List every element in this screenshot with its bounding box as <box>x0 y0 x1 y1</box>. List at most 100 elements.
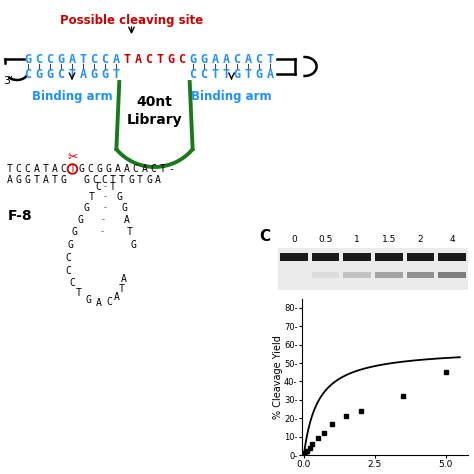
Text: C: C <box>201 67 208 81</box>
Text: A: A <box>52 164 57 174</box>
Text: T: T <box>68 67 75 81</box>
Text: G: G <box>25 175 30 185</box>
Text: ✂: ✂ <box>67 151 78 164</box>
Bar <box>375 272 403 278</box>
Text: .: . <box>85 172 87 177</box>
Text: -: - <box>104 192 107 201</box>
Text: A: A <box>96 298 102 308</box>
Text: T: T <box>110 175 116 185</box>
Text: .: . <box>130 172 132 177</box>
Text: A: A <box>155 175 161 185</box>
Text: C: C <box>146 53 153 65</box>
Text: G: G <box>36 67 43 81</box>
Text: .: . <box>18 172 19 177</box>
Text: G: G <box>233 67 241 81</box>
Bar <box>312 272 339 278</box>
Text: G: G <box>106 164 111 174</box>
Text: G: G <box>255 67 263 81</box>
Text: .: . <box>103 172 105 177</box>
Text: C: C <box>101 53 109 65</box>
Text: G: G <box>85 295 91 305</box>
Text: A: A <box>266 67 273 81</box>
Text: G: G <box>77 215 83 225</box>
Text: -: - <box>169 164 174 174</box>
Text: .: . <box>121 172 123 177</box>
Text: G: G <box>83 203 89 213</box>
Text: G: G <box>79 164 84 174</box>
Text: G: G <box>130 240 136 250</box>
Bar <box>343 272 371 278</box>
Text: T: T <box>160 164 165 174</box>
Text: T: T <box>52 175 57 185</box>
Text: C: C <box>65 266 71 276</box>
Text: T: T <box>76 288 82 298</box>
Text: T: T <box>70 164 75 174</box>
Bar <box>407 272 434 278</box>
Text: G: G <box>71 227 77 237</box>
Text: 1.5: 1.5 <box>382 235 396 244</box>
Text: A: A <box>142 164 147 174</box>
Bar <box>280 253 308 261</box>
Text: C: C <box>106 297 112 307</box>
Text: .: . <box>139 172 141 177</box>
Text: T: T <box>110 182 116 192</box>
Text: C: C <box>65 253 71 263</box>
Text: G: G <box>167 53 174 65</box>
Bar <box>438 272 466 278</box>
Text: A: A <box>80 67 87 81</box>
Text: G: G <box>101 67 109 81</box>
Text: F-8: F-8 <box>8 209 32 223</box>
Text: G: G <box>121 203 127 213</box>
Text: C: C <box>101 175 107 185</box>
Text: G: G <box>61 175 66 185</box>
Text: .: . <box>45 172 46 177</box>
Text: T: T <box>211 67 219 81</box>
Text: Possible cleaving site: Possible cleaving site <box>60 14 203 27</box>
Text: T: T <box>89 192 95 202</box>
Text: 2: 2 <box>418 235 423 244</box>
Text: C: C <box>95 182 101 192</box>
Text: A: A <box>135 53 142 65</box>
Text: T: T <box>127 227 133 237</box>
Text: A: A <box>34 164 39 174</box>
Text: A: A <box>124 164 129 174</box>
Text: G: G <box>128 175 134 185</box>
Text: G: G <box>46 67 54 81</box>
Text: C: C <box>255 53 263 65</box>
Text: C: C <box>190 67 197 81</box>
Text: 40nt: 40nt <box>137 95 173 109</box>
Text: .: . <box>54 172 55 177</box>
Text: C: C <box>88 164 93 174</box>
Text: T: T <box>43 164 48 174</box>
Text: T: T <box>266 53 273 65</box>
Text: C: C <box>69 278 75 288</box>
Text: C: C <box>46 53 54 65</box>
Text: A: A <box>112 53 119 65</box>
Text: G: G <box>25 53 32 65</box>
Bar <box>343 253 371 261</box>
Text: T: T <box>34 175 39 185</box>
Text: T: T <box>119 284 125 294</box>
Text: G: G <box>190 53 197 65</box>
Text: C: C <box>151 164 156 174</box>
Text: 4: 4 <box>449 235 455 244</box>
Bar <box>312 253 339 261</box>
Text: .: . <box>27 172 28 177</box>
Text: Binding arm: Binding arm <box>32 90 112 103</box>
Text: .: . <box>94 172 96 177</box>
Y-axis label: % Cleavage Yield: % Cleavage Yield <box>273 335 283 419</box>
Text: A: A <box>115 164 120 174</box>
Text: T: T <box>7 164 12 174</box>
Text: A: A <box>124 215 130 225</box>
Text: -: - <box>102 216 105 225</box>
Bar <box>438 253 466 261</box>
Text: T: T <box>119 175 125 185</box>
Text: A: A <box>211 53 219 65</box>
Bar <box>375 253 403 261</box>
Text: -: - <box>104 182 107 191</box>
Text: A: A <box>245 53 252 65</box>
Text: C: C <box>25 67 32 81</box>
Text: G: G <box>91 67 98 81</box>
Text: T: T <box>112 67 119 81</box>
Text: G: G <box>116 192 122 202</box>
